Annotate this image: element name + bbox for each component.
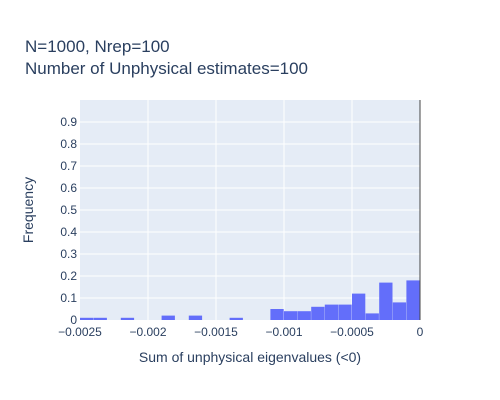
histogram-bar bbox=[366, 313, 379, 320]
y-tick-label: 0.1 bbox=[60, 291, 77, 305]
x-tick-label: −0.002 bbox=[129, 325, 166, 339]
x-tick-label: 0 bbox=[417, 325, 424, 339]
y-tick-label: 0.6 bbox=[60, 181, 77, 195]
histogram-bar bbox=[311, 307, 324, 320]
histogram-bar bbox=[189, 316, 202, 320]
chart-title-line-1: N=1000, Nrep=100 bbox=[25, 37, 170, 56]
y-tick-label: 0.5 bbox=[60, 203, 77, 217]
histogram-bar bbox=[325, 305, 338, 320]
y-tick-label: 0.9 bbox=[60, 115, 77, 129]
histogram-bar bbox=[338, 305, 351, 320]
x-tick-label: −0.001 bbox=[265, 325, 302, 339]
histogram-bar bbox=[406, 280, 419, 320]
histogram-bar bbox=[94, 318, 107, 320]
histogram-bar bbox=[121, 318, 134, 320]
histogram-bar bbox=[270, 309, 283, 320]
y-tick-label: 0.8 bbox=[60, 137, 77, 151]
chart-title-line-2: Number of Unphysical estimates=100 bbox=[25, 59, 308, 78]
y-tick-label: 0.7 bbox=[60, 159, 77, 173]
histogram-bar bbox=[162, 316, 175, 320]
histogram-bar bbox=[298, 311, 311, 320]
histogram-bar bbox=[230, 318, 243, 320]
y-tick-label: 0.3 bbox=[60, 247, 77, 261]
y-tick-labels: 00.10.20.30.40.50.60.70.80.9 bbox=[60, 115, 77, 327]
x-tick-label: −0.0025 bbox=[58, 325, 102, 339]
x-tick-labels: −0.0025 −0.002 −0.0015 −0.001 −0.0005 0 bbox=[58, 325, 424, 339]
histogram-bar bbox=[284, 311, 297, 320]
x-axis-label: Sum of unphysical eigenvalues (<0) bbox=[139, 349, 361, 365]
histogram-bar bbox=[80, 318, 93, 320]
y-axis-label: Frequency bbox=[20, 177, 36, 243]
y-tick-label: 0.2 bbox=[60, 269, 77, 283]
histogram-bar bbox=[352, 294, 365, 320]
x-tick-label: −0.0015 bbox=[194, 325, 238, 339]
histogram-bar bbox=[393, 302, 406, 320]
x-tick-label: −0.0005 bbox=[330, 325, 374, 339]
y-tick-label: 0.4 bbox=[60, 225, 77, 239]
histogram-bar bbox=[379, 283, 392, 320]
